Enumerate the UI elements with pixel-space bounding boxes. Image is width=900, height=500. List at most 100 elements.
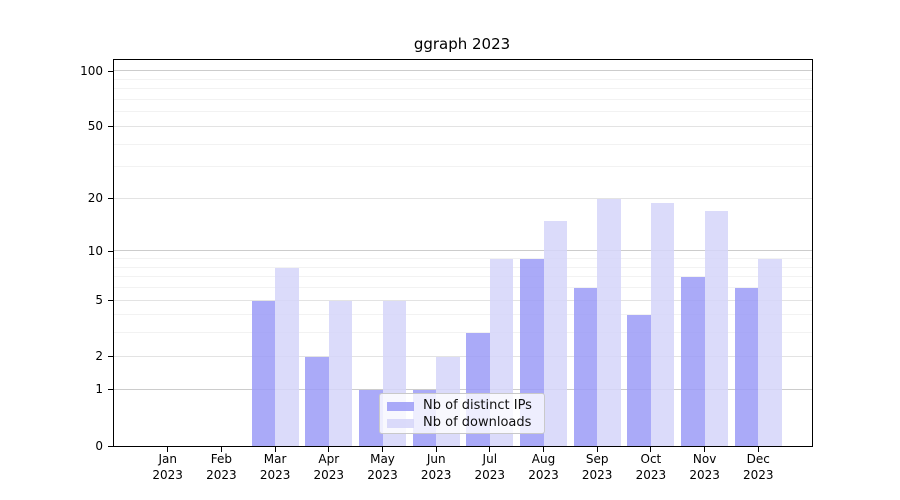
x-tick-mark-apr — [328, 447, 330, 452]
x-tick-month: Feb — [210, 452, 233, 466]
gridline-50 — [114, 125, 812, 127]
x-tick-mark-jun — [435, 447, 437, 452]
plot-area — [113, 59, 813, 447]
y-tick-label-10: 10 — [87, 243, 103, 258]
x-tick-month: Jun — [426, 452, 446, 466]
y-tick-mark-20 — [108, 198, 113, 200]
y-tick-mark-10 — [108, 250, 113, 252]
x-tick-mark-jan — [167, 447, 169, 452]
bar-downloads-dec — [758, 259, 782, 446]
x-tick-label-dec: Dec 2023 — [730, 451, 786, 483]
x-tick-mark-dec — [757, 447, 759, 452]
gridline-100 — [114, 70, 812, 72]
x-tick-year: 2023 — [313, 468, 345, 482]
gridline-minor-9 — [114, 258, 812, 259]
x-tick-label-apr: Apr 2023 — [301, 451, 357, 483]
x-tick-mark-mar — [274, 447, 276, 452]
x-tick-mark-sep — [596, 447, 598, 452]
bar-downloads-sep — [597, 198, 621, 446]
x-tick-month: Aug — [531, 452, 556, 466]
y-tick-label-2: 2 — [95, 349, 103, 364]
x-tick-year: 2023 — [635, 468, 667, 482]
x-tick-label-jan: Jan 2023 — [140, 451, 196, 483]
gridline-1 — [114, 388, 812, 390]
x-tick-label-may: May 2023 — [355, 451, 411, 483]
x-tick-year: 2023 — [689, 468, 720, 482]
gridline-minor-60 — [114, 111, 812, 113]
x-tick-label-jun: Jun 2023 — [408, 451, 464, 483]
legend-swatch-ips — [387, 401, 414, 411]
legend: Nb of distinct IPs Nb of downloads — [379, 393, 545, 434]
bar-ips-dec — [734, 288, 759, 446]
gridline-minor-4 — [114, 314, 812, 316]
bar-ips-mar — [251, 300, 276, 446]
gridline-10 — [114, 250, 812, 252]
x-tick-year: 2023 — [743, 468, 774, 482]
gridline-minor-3 — [114, 332, 812, 334]
legend-item-distinct-ips: Nb of distinct IPs — [387, 398, 536, 414]
x-tick-month: Apr — [318, 452, 340, 466]
bar-downloads-aug — [543, 220, 567, 446]
y-tick-label-0: 0 — [95, 438, 103, 453]
bar-downloads-oct — [650, 202, 675, 446]
x-tick-label-jul: Jul 2023 — [462, 451, 518, 483]
x-tick-label-mar: Mar 2023 — [247, 451, 303, 483]
bar-downloads-apr — [328, 300, 353, 446]
gridline-minor-6 — [114, 287, 812, 288]
gridline-minor-7 — [114, 276, 812, 278]
gridline-minor-30 — [114, 166, 812, 168]
gridline-minor-8 — [114, 266, 812, 268]
bar-downloads-nov — [704, 211, 729, 446]
legend-item-downloads: Nb of downloads — [387, 415, 536, 431]
x-tick-year: 2023 — [581, 468, 613, 482]
x-tick-month: May — [370, 452, 395, 466]
gridline-minor-40 — [114, 143, 812, 145]
x-tick-month: Jan — [158, 452, 177, 466]
legend-label-downloads: Nb of downloads — [423, 415, 532, 430]
y-tick-label-5: 5 — [95, 293, 103, 307]
bar-ips-oct — [627, 315, 651, 446]
gridline-5 — [114, 299, 812, 301]
x-tick-mark-jul — [489, 447, 491, 452]
y-tick-mark-50 — [108, 126, 113, 128]
legend-label-distinct-ips: Nb of distinct IPs — [423, 398, 532, 413]
y-tick-mark-0 — [108, 445, 113, 447]
gridline-minor-90 — [114, 78, 812, 80]
bar-ips-may — [359, 389, 383, 446]
x-tick-month: Mar — [263, 452, 287, 466]
x-tick-month: Dec — [746, 452, 770, 466]
x-tick-month: Oct — [640, 452, 662, 466]
x-tick-month: Jul — [482, 452, 498, 466]
chart-title: ggraph 2023 — [413, 35, 511, 53]
y-tick-label-20: 20 — [87, 191, 103, 206]
x-tick-year: 2023 — [206, 468, 237, 482]
y-tick-label-100: 100 — [80, 63, 103, 78]
y-tick-mark-1 — [108, 389, 113, 391]
x-tick-mark-oct — [650, 447, 652, 452]
x-tick-mark-feb — [220, 447, 222, 452]
bar-ips-apr — [305, 356, 329, 446]
gridline-minor-80 — [114, 88, 812, 90]
x-tick-mark-may — [381, 447, 384, 452]
legend-swatch-downloads — [387, 418, 414, 428]
x-tick-year: 2023 — [152, 468, 183, 482]
gridline-minor-70 — [114, 98, 812, 100]
x-tick-year: 2023 — [528, 468, 559, 482]
x-tick-month: Sep — [585, 452, 609, 466]
x-tick-mark-nov — [704, 447, 706, 452]
x-tick-month: Nov — [692, 452, 717, 466]
bar-downloads-mar — [275, 267, 299, 446]
x-tick-mark-aug — [542, 447, 545, 452]
x-tick-label-oct: Oct 2023 — [623, 451, 679, 483]
y-tick-mark-100 — [108, 70, 113, 72]
gridline-20 — [114, 197, 812, 199]
x-tick-label-aug: Aug 2023 — [516, 451, 572, 483]
y-tick-label-50: 50 — [87, 119, 103, 134]
x-tick-year: 2023 — [259, 468, 291, 482]
x-tick-label-feb: Feb 2023 — [193, 451, 249, 483]
y-tick-mark-5 — [108, 300, 113, 302]
x-tick-year: 2023 — [367, 468, 398, 482]
x-tick-label-nov: Nov 2023 — [677, 451, 733, 483]
y-tick-label-1: 1 — [95, 382, 103, 397]
